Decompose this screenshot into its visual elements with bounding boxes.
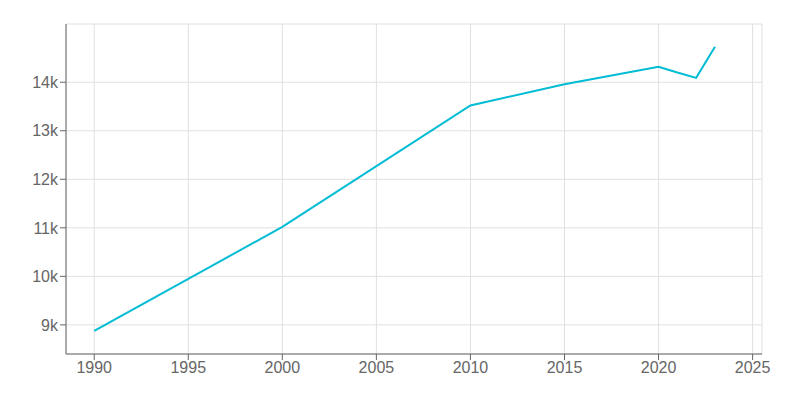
- svg-text:2015: 2015: [547, 359, 583, 376]
- svg-text:2010: 2010: [453, 359, 489, 376]
- svg-text:9k: 9k: [41, 317, 59, 334]
- svg-text:2020: 2020: [641, 359, 677, 376]
- svg-text:2005: 2005: [359, 359, 395, 376]
- svg-text:14k: 14k: [32, 74, 59, 91]
- svg-text:10k: 10k: [32, 268, 59, 285]
- svg-text:2000: 2000: [265, 359, 301, 376]
- svg-text:2025: 2025: [735, 359, 771, 376]
- svg-text:12k: 12k: [32, 171, 59, 188]
- svg-text:13k: 13k: [32, 122, 59, 139]
- svg-text:1995: 1995: [170, 359, 206, 376]
- svg-text:1990: 1990: [76, 359, 112, 376]
- svg-text:11k: 11k: [33, 220, 59, 237]
